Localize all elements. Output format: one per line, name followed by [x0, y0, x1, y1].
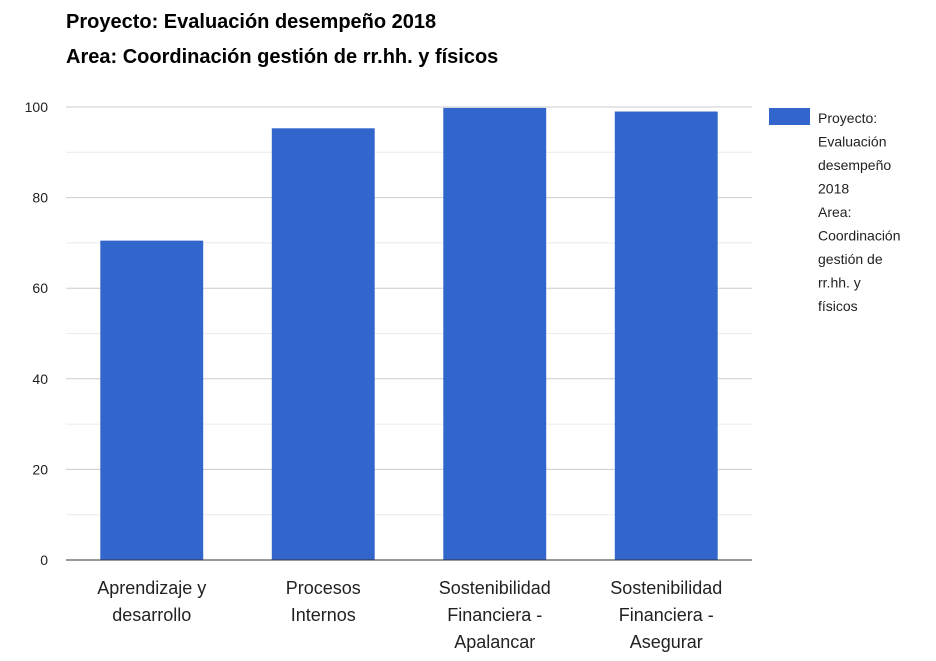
x-tick-label-line: Financiera -	[619, 605, 714, 625]
legend-label-line: gestión de	[818, 251, 883, 267]
y-tick-label: 60	[32, 280, 48, 296]
y-tick-label: 0	[40, 552, 48, 568]
x-tick-label-line: Financiera -	[447, 605, 542, 625]
x-tick-label-line: Internos	[291, 605, 356, 625]
legend-label-line: desempeño	[818, 157, 891, 173]
x-tick-label-line: Procesos	[286, 578, 361, 598]
chart-subtitle: Area: Coordinación gestión de rr.hh. y f…	[66, 46, 498, 68]
legend-swatch	[769, 108, 810, 125]
bar[interactable]	[614, 111, 718, 560]
x-axis: Aprendizaje y desarrollo Procesos Internos S…	[66, 559, 752, 652]
x-tick-label: Aprendizaje y desarrollo	[97, 578, 206, 625]
legend-label-line: Area:	[818, 204, 851, 220]
y-tick-label: 100	[25, 99, 49, 115]
y-tick-label: 40	[32, 371, 48, 387]
bar[interactable]	[100, 240, 204, 560]
legend-label-line: rr.hh. y	[818, 275, 861, 291]
x-tick-label-line: Asegurar	[630, 632, 703, 652]
legend-label-line: físicos	[818, 298, 858, 314]
x-tick-label: Procesos Internos	[286, 578, 361, 625]
y-axis: 0 20 40 60 80 100	[25, 99, 49, 568]
x-tick-label: Sostenibilidad Financiera - Apalancar	[439, 578, 551, 652]
chart-title: Proyecto: Evaluación desempeño 2018	[66, 11, 436, 33]
bars	[100, 107, 718, 560]
y-tick-label: 20	[32, 461, 48, 477]
legend-label-line: 2018	[818, 181, 849, 197]
bar[interactable]	[443, 107, 547, 560]
x-tick-label-line: Sostenibilidad	[610, 578, 722, 598]
legend-label: Proyecto: Evaluación desempeño 2018 Area: Coo…	[818, 110, 901, 314]
x-tick-label-line: desarrollo	[112, 605, 191, 625]
x-tick-label-line: Sostenibilidad	[439, 578, 551, 598]
x-tick-label-line: Apalancar	[454, 632, 535, 652]
legend-label-line: Evaluación	[818, 134, 887, 150]
legend-label-line: Coordinación	[818, 228, 901, 244]
y-tick-label: 80	[32, 190, 48, 206]
legend-label-line: Proyecto:	[818, 110, 877, 126]
x-tick-label: Sostenibilidad Financiera - Asegurar	[610, 578, 722, 652]
x-tick-label-line: Aprendizaje y	[97, 578, 206, 598]
legend: Proyecto: Evaluación desempeño 2018 Area: Coo…	[769, 108, 901, 314]
bar[interactable]	[271, 128, 375, 560]
